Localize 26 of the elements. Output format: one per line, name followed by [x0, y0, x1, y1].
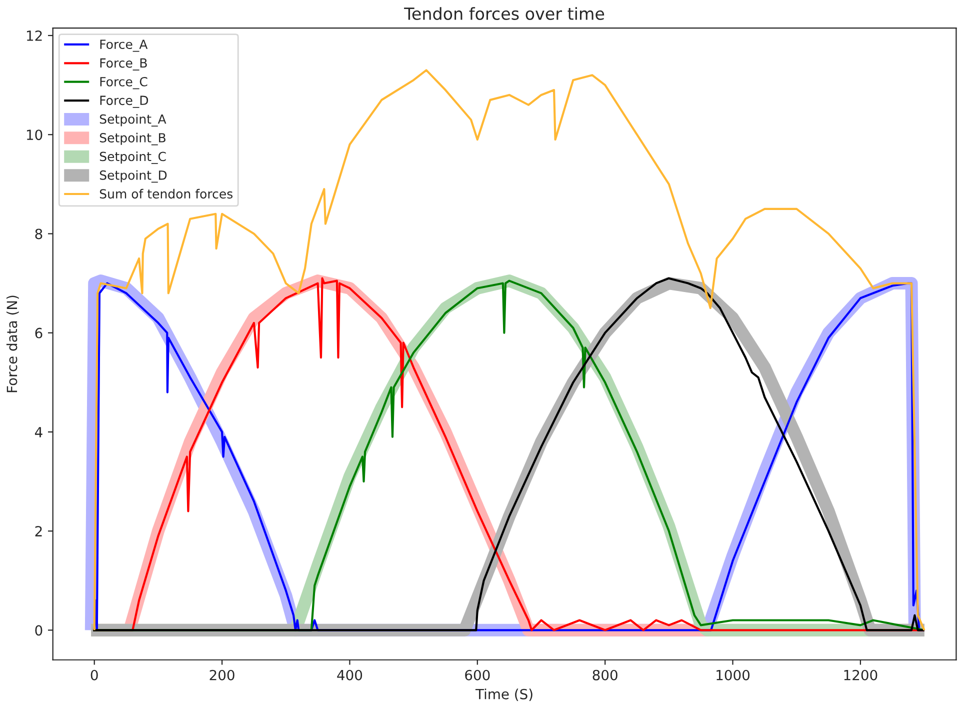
y-tick-label: 4 [34, 427, 42, 438]
y-tick-label: 8 [35, 228, 42, 240]
x-tick-label: 600 [465, 670, 490, 680]
y-tick-label: 12 [26, 30, 42, 41]
legend-label: Sum of tendon forces [100, 188, 232, 199]
x-tick-label: 1000 [716, 670, 750, 680]
y-axis-title: Force data (N) [6, 296, 19, 392]
y-tick-label: 0 [35, 625, 42, 636]
x-tick-label: 800 [592, 670, 618, 680]
y-tick-label: 2 [35, 526, 42, 536]
chart-title: Tendon forces over time [404, 7, 604, 20]
legend-label: Setpoint_A [100, 114, 166, 127]
x-axis-title: Time (S) [475, 688, 532, 701]
legend-label: Force_C [100, 76, 148, 90]
x-tick-label: 200 [210, 670, 234, 680]
legend-label: Force_B [100, 58, 147, 70]
legend-label: Setpoint_D [100, 170, 167, 183]
x-tick-label: 400 [337, 670, 362, 680]
legend-label: Force_D [100, 96, 148, 108]
y-tick-label: 6 [35, 328, 42, 338]
legend-label: Setpoint_B [100, 132, 166, 146]
y-tick-label: 10 [26, 130, 42, 140]
legend-label: Setpoint_C [100, 152, 166, 164]
x-tick-label: 0 [90, 670, 98, 680]
legend-label: Force_A [100, 40, 148, 52]
x-tick-label: 1200 [844, 670, 878, 680]
